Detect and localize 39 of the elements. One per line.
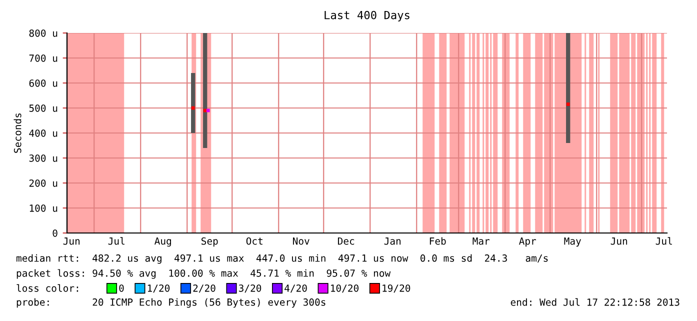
x-tick-label: Jan <box>384 238 401 245</box>
y-tick-label: 0 <box>52 230 58 237</box>
legend-label: 3/20 <box>238 284 262 293</box>
text: packet loss: 94.50 % avg 100.00 % max 45.71 % min 95.07 % now <box>16 269 391 279</box>
y-tick-label: 400 u <box>29 130 58 137</box>
y-tick-label: 200 u <box>29 180 58 187</box>
legend-label: 19/20 <box>382 284 410 293</box>
y-tick-label: 500 u <box>29 104 58 112</box>
x-tick-label: Apr <box>519 238 536 247</box>
x-tick-label: Mar <box>472 238 490 245</box>
legend-label: 1/20 <box>148 284 170 293</box>
x-tick-label: Nov <box>292 238 310 245</box>
x-tick-label: Oct <box>246 237 262 245</box>
x-tick-label: Jun <box>63 238 80 245</box>
x-tick-label: Sep <box>201 237 218 247</box>
x-tick-label: May <box>564 238 582 247</box>
y-tick-label: 300 u <box>29 154 58 162</box>
point <box>566 102 570 106</box>
text: probe: 20 ICMP Echo Pings (56 Bytes) every 300s <box>16 298 326 308</box>
point <box>206 108 210 112</box>
text: end: Wed Jul 17 22:12:58 2013 <box>510 298 680 306</box>
chart-title: Last 400 Days <box>324 10 410 22</box>
legend-title: loss color: <box>16 284 78 292</box>
x-tick-label: Jun <box>610 238 628 245</box>
legend-label: 4/20 <box>284 284 307 293</box>
legend-label: 0 <box>119 284 124 292</box>
x-tick-label: Jul <box>656 237 672 245</box>
x-tick-label: Aug <box>154 237 171 247</box>
y-tick-label: 100 u <box>30 204 58 212</box>
legend-label: 2/20 <box>193 284 216 293</box>
legend-label: 10/20 <box>331 284 358 293</box>
y-tick-label: 700 u <box>29 54 58 62</box>
x-tick-label: Feb <box>430 237 446 245</box>
y-tick-label: 600 u <box>29 80 58 87</box>
text: median rtt: 482.2 us avg 497.1 us max 447.0 us min 497.1 us now 0.0 ms sd 24.3 am/s <box>16 254 548 264</box>
x-tick-label: Dec <box>338 238 354 245</box>
y-axis-title: Seconds <box>14 113 22 153</box>
y-tick-label: 800 u <box>29 30 58 37</box>
x-tick-label: Jul <box>108 237 124 245</box>
